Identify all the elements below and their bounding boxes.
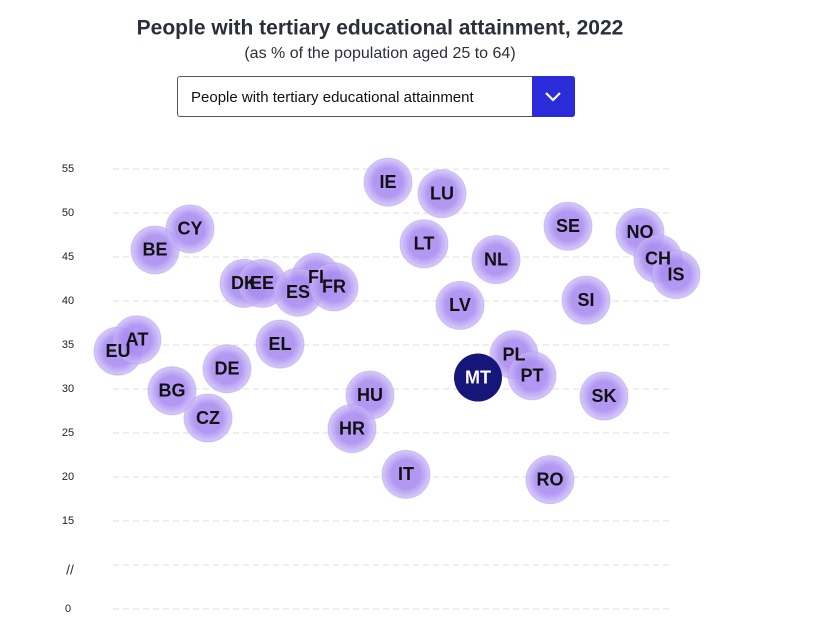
y-tick-label: 45 bbox=[62, 251, 74, 263]
dot bbox=[543, 201, 593, 251]
dot bbox=[183, 393, 233, 443]
dot-label: RO bbox=[537, 469, 564, 489]
chart-title: People with tertiary educational attainm… bbox=[137, 17, 624, 40]
dot-label: DE bbox=[214, 359, 239, 379]
dot bbox=[202, 344, 252, 394]
y-tick-label: 15 bbox=[62, 515, 74, 527]
dot bbox=[525, 455, 575, 505]
dot bbox=[112, 315, 162, 365]
dot bbox=[507, 351, 557, 401]
y-tick-label: 20 bbox=[62, 471, 74, 483]
dropdown-label: People with tertiary educational attainm… bbox=[191, 89, 474, 106]
dot-label: PT bbox=[520, 366, 543, 386]
dot-label: FI bbox=[308, 267, 324, 287]
dot bbox=[579, 371, 629, 421]
dot-label: SI bbox=[577, 290, 594, 310]
y-tick-label: 0 bbox=[65, 603, 71, 615]
axis-break: // bbox=[66, 562, 74, 578]
dot-label: PL bbox=[502, 344, 525, 364]
dot bbox=[454, 353, 502, 402]
dot-label: LV bbox=[449, 295, 471, 315]
y-tick-label: 50 bbox=[62, 207, 74, 219]
dot-label: NL bbox=[484, 249, 508, 269]
dot bbox=[417, 169, 467, 219]
dot-label: CZ bbox=[196, 408, 220, 428]
dot-label: LU bbox=[430, 183, 454, 203]
dot-label: CH bbox=[645, 249, 671, 269]
y-tick-label: 40 bbox=[62, 295, 74, 307]
dot bbox=[147, 366, 197, 416]
dot-label: IS bbox=[667, 264, 684, 284]
dot-label: BG bbox=[159, 381, 186, 401]
dot-label: AT bbox=[126, 329, 149, 349]
dot-label: EU bbox=[105, 341, 130, 361]
dot-label: IT bbox=[398, 464, 414, 484]
dot-label: DK bbox=[231, 273, 257, 293]
dot bbox=[435, 280, 485, 330]
dot bbox=[399, 219, 449, 269]
dot bbox=[309, 262, 359, 312]
dot bbox=[165, 204, 215, 254]
dropdown-button[interactable] bbox=[532, 76, 575, 117]
dot-label: HU bbox=[357, 385, 383, 405]
dot-label: CY bbox=[177, 219, 202, 239]
dot-label: EE bbox=[250, 273, 274, 293]
chevron bbox=[545, 92, 561, 102]
dot-label: FR bbox=[322, 277, 346, 297]
dot-label: ES bbox=[286, 282, 310, 302]
dot bbox=[471, 235, 521, 285]
dot bbox=[561, 275, 611, 325]
dot-label: SK bbox=[591, 386, 616, 406]
dot-label: HR bbox=[339, 418, 365, 438]
dot bbox=[381, 449, 431, 499]
dot bbox=[651, 250, 701, 300]
chart-subtitle: (as % of the population aged 25 to 64) bbox=[244, 45, 515, 62]
dot-label: BE bbox=[142, 240, 167, 260]
dot-label: NO bbox=[627, 222, 654, 242]
dot-label: EL bbox=[268, 334, 291, 354]
y-tick-label: 35 bbox=[62, 339, 74, 351]
dot bbox=[363, 157, 413, 207]
y-tick-label: 55 bbox=[62, 163, 74, 175]
dropdown[interactable]: People with tertiary educational attainm… bbox=[177, 76, 575, 117]
y-tick-label: 25 bbox=[62, 427, 74, 439]
dot-label: IE bbox=[379, 172, 396, 192]
dot-label: LT bbox=[414, 234, 435, 254]
dot-label: SE bbox=[556, 216, 580, 236]
y-tick-label: 30 bbox=[62, 383, 74, 395]
dot bbox=[255, 319, 305, 369]
dot bbox=[327, 404, 377, 454]
dot-label: MT bbox=[465, 367, 491, 387]
